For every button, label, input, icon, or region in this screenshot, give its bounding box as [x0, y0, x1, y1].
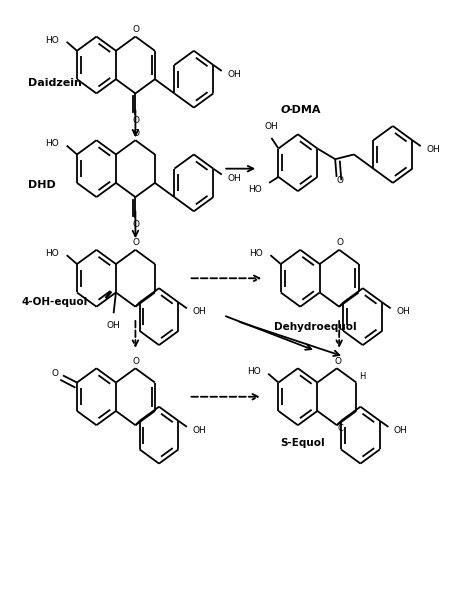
Text: O: O: [133, 129, 140, 138]
Text: HO: HO: [248, 185, 262, 194]
Text: Dehydroequol: Dehydroequol: [274, 322, 357, 332]
Text: OH: OH: [192, 426, 206, 435]
Text: O: O: [337, 238, 344, 247]
Text: OH: OH: [427, 145, 440, 154]
Text: OH: OH: [264, 122, 278, 131]
Text: HO: HO: [46, 139, 59, 148]
Text: OH: OH: [107, 321, 120, 330]
Text: HO: HO: [247, 367, 261, 376]
Text: H: H: [359, 372, 365, 381]
Text: O: O: [132, 116, 139, 125]
Text: O: O: [133, 25, 140, 34]
Text: HO: HO: [249, 249, 263, 258]
Text: Daidzein: Daidzein: [27, 78, 82, 88]
Text: O: O: [51, 369, 58, 378]
Text: HO: HO: [46, 36, 59, 45]
Text: -DMA: -DMA: [287, 105, 320, 115]
Text: OH: OH: [228, 173, 241, 182]
Text: OH: OH: [396, 307, 410, 316]
Text: O: O: [132, 220, 139, 229]
Text: O: O: [281, 105, 290, 115]
Text: DHD: DHD: [27, 180, 55, 190]
Text: OH: OH: [394, 426, 408, 435]
Text: O: O: [337, 176, 343, 185]
Text: C: C: [337, 423, 344, 432]
Text: OH: OH: [228, 70, 241, 79]
Text: 4-OH-equol: 4-OH-equol: [21, 297, 88, 307]
Text: HO: HO: [46, 249, 59, 258]
Text: OH: OH: [192, 307, 206, 316]
Text: O: O: [133, 356, 140, 366]
Text: O: O: [133, 238, 140, 247]
Text: O: O: [334, 356, 341, 366]
Text: S-Equol: S-Equol: [281, 438, 325, 448]
